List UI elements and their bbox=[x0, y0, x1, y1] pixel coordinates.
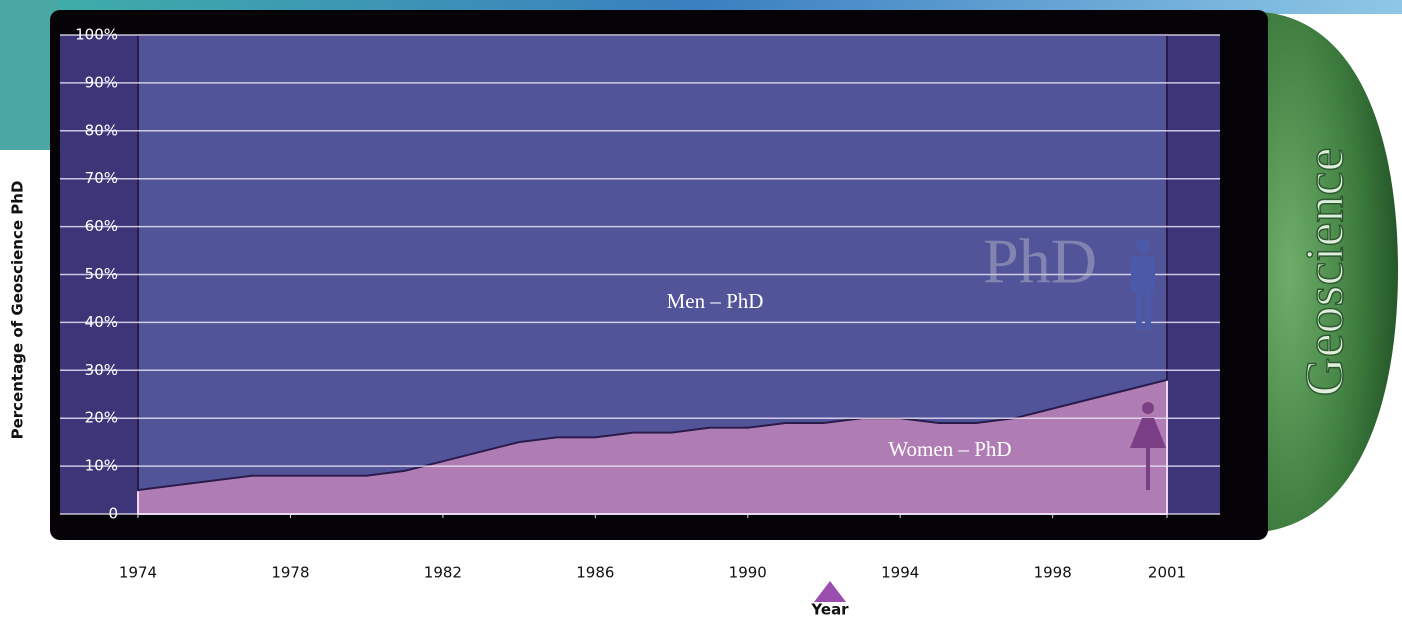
y-tick-label: 80% bbox=[85, 121, 118, 139]
y-tick-label: 70% bbox=[85, 169, 118, 187]
x-axis-title: Year bbox=[810, 601, 849, 619]
side-label: Geoscience bbox=[1294, 148, 1354, 397]
watermark: PhD bbox=[983, 226, 1097, 297]
y-tick-label: 100% bbox=[75, 26, 118, 44]
y-tick-label: 20% bbox=[85, 409, 118, 427]
y-tick-label: 30% bbox=[85, 361, 118, 379]
y-tick-label: 0 bbox=[108, 505, 118, 523]
series-label: Men – PhD bbox=[667, 289, 764, 313]
x-tick-label: 1990 bbox=[729, 564, 767, 582]
y-tick-label: 60% bbox=[85, 217, 118, 235]
woman-icon bbox=[1130, 402, 1166, 490]
y-tick-label: 10% bbox=[85, 457, 118, 475]
x-tick-label: 1974 bbox=[119, 564, 157, 582]
y-axis-title: Percentage of Geoscience PhD bbox=[9, 181, 27, 440]
x-tick-label: 1978 bbox=[271, 564, 309, 582]
leaf-panel bbox=[1262, 12, 1398, 532]
x-tick-label: 1998 bbox=[1034, 564, 1072, 582]
x-tick-label: 2001 bbox=[1148, 564, 1186, 582]
x-tick-label: 1994 bbox=[881, 564, 919, 582]
series-label: Women – PhD bbox=[888, 437, 1011, 461]
y-tick-label: 40% bbox=[85, 313, 118, 331]
y-tick-label: 50% bbox=[85, 265, 118, 283]
pointer-triangle bbox=[814, 581, 846, 602]
x-tick-label: 1982 bbox=[424, 564, 462, 582]
man-icon bbox=[1131, 239, 1155, 330]
x-tick-label: 1986 bbox=[576, 564, 614, 582]
y-tick-label: 90% bbox=[85, 73, 118, 91]
